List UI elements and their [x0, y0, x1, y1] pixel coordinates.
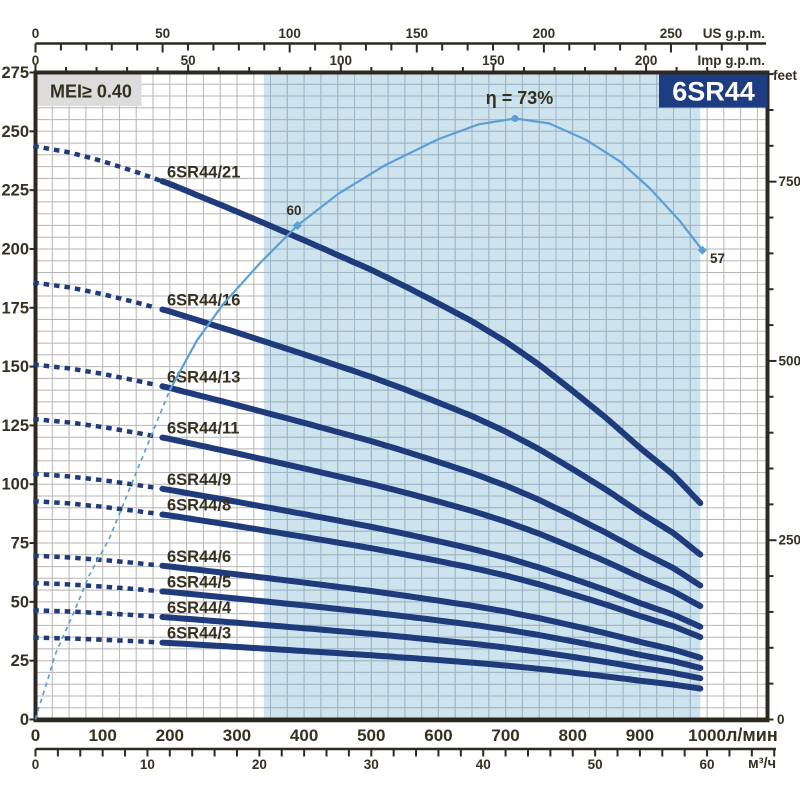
meters-tick-label: 100	[1, 476, 29, 494]
efficiency-peak-marker	[511, 115, 518, 122]
us-gpm-tick-label: 200	[533, 26, 556, 41]
model-badge-label: 6SR44	[672, 77, 755, 107]
head-curve-dotted-6SR44-11	[36, 419, 159, 437]
imp-gpm-tick-label: 150	[482, 53, 505, 68]
series-label-6SR44-3: 6SR44/3	[167, 625, 231, 643]
m3h-tick-label: 60	[700, 757, 715, 772]
series-label-6SR44-4: 6SR44/4	[167, 599, 232, 617]
series-label-6SR44-8: 6SR44/8	[167, 497, 231, 515]
meters-tick-label: 275	[1, 64, 29, 82]
us-gpm-tick-label: 250	[660, 26, 683, 41]
m3h-axis-unit: м³/ч	[748, 756, 776, 772]
meters-tick-label: 225	[1, 182, 29, 200]
us-gpm-tick-label: 0	[32, 26, 40, 41]
efficiency-marker-60-label: 60	[286, 203, 301, 218]
lpm-tick-label: 700	[491, 726, 519, 745]
lpm-tick-label: 300	[223, 726, 251, 745]
feet-tick-label: 750	[779, 174, 800, 189]
series-label-6SR44-11: 6SR44/11	[167, 420, 239, 438]
lpm-tick-label: 400	[290, 726, 318, 745]
meters-tick-label: 75	[11, 535, 29, 553]
us-gpm-tick-label: 150	[406, 26, 429, 41]
meters-tick-label: 200	[1, 240, 29, 258]
lpm-tick-label: 1000	[688, 726, 726, 745]
meters-tick-label: 0	[20, 711, 29, 729]
lpm-tick-label: 900	[626, 726, 654, 745]
series-label-6SR44-5: 6SR44/5	[167, 573, 231, 591]
m3h-tick-label: 0	[32, 757, 40, 772]
feet-tick-label: 250	[779, 533, 800, 548]
imp-gpm-tick-label: 100	[330, 53, 353, 68]
series-label-6SR44-21: 6SR44/21	[167, 164, 240, 182]
mei-label: MEI≥ 0.40	[50, 82, 132, 102]
imp-gpm-tick-label: 0	[32, 53, 40, 68]
recommended-range-band	[264, 73, 701, 720]
meters-tick-label: 250	[1, 123, 29, 141]
meters-tick-label: 150	[1, 358, 29, 376]
m3h-tick-label: 10	[140, 757, 155, 772]
us-gpm-tick-label: 50	[155, 26, 170, 41]
series-label-6SR44-16: 6SR44/16	[167, 292, 240, 310]
lpm-axis-unit: л/мин	[726, 725, 778, 745]
feet-axis-zero-label: 0	[777, 712, 785, 727]
meters-tick-label: 50	[11, 593, 29, 611]
head-curve-dotted-6SR44-13	[36, 365, 159, 386]
m3h-tick-label: 50	[588, 757, 603, 772]
feet-tick-label: 500	[779, 353, 800, 368]
meters-tick-label: 175	[1, 299, 29, 317]
efficiency-marker-57-label: 57	[710, 251, 725, 266]
head-curve-dotted-6SR44-9	[36, 474, 159, 488]
m3h-tick-label: 40	[476, 757, 491, 772]
head-curve-dotted-6SR44-3	[36, 638, 159, 643]
us-gpm-tick-label: 100	[278, 26, 301, 41]
m3h-tick-label: 30	[364, 757, 379, 772]
m3h-tick-label: 20	[252, 757, 267, 772]
lpm-tick-label: 200	[156, 726, 184, 745]
lpm-tick-label: 500	[357, 726, 385, 745]
meters-tick-label: 25	[11, 652, 29, 670]
meters-tick-label: 125	[1, 417, 29, 435]
imp-gpm-tick-label: 200	[635, 53, 658, 68]
lpm-tick-label: 800	[559, 726, 587, 745]
lpm-tick-label: 0	[31, 726, 40, 745]
efficiency-peak-label: η = 73%	[486, 88, 554, 108]
imp-gpm-axis-unit: Imp g.p.m.	[698, 53, 766, 68]
series-label-6SR44-13: 6SR44/13	[167, 368, 240, 386]
feet-axis-unit: feet	[773, 68, 798, 83]
head-curve-dotted-6SR44-21	[36, 146, 159, 180]
us-gpm-axis-unit: US g.p.m.	[703, 26, 765, 41]
lpm-tick-label: 100	[88, 726, 116, 745]
series-label-6SR44-9: 6SR44/9	[167, 471, 231, 489]
series-label-6SR44-6: 6SR44/6	[167, 548, 231, 566]
lpm-tick-label: 600	[424, 726, 452, 745]
imp-gpm-tick-label: 50	[181, 53, 196, 68]
